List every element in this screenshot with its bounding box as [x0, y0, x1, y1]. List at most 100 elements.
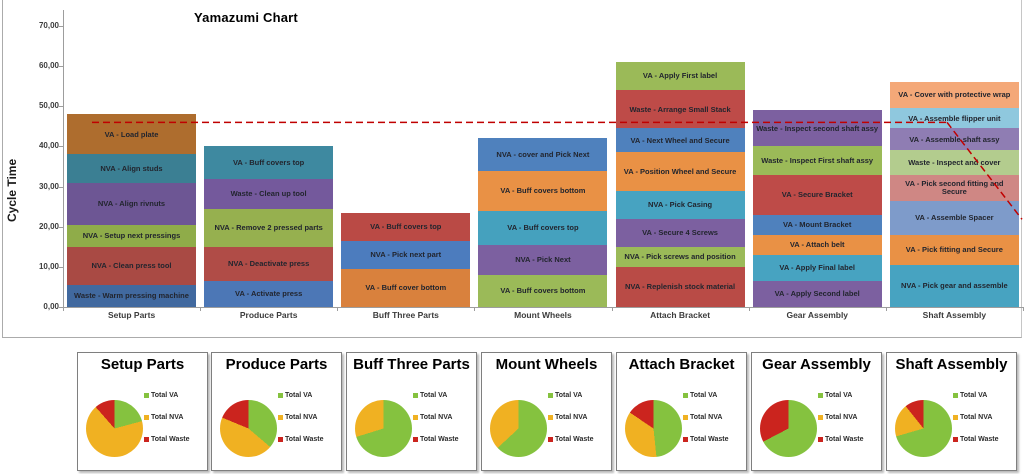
y-axis-tick-label: 0,00 [43, 302, 59, 311]
bar-segment: VA - Pick fitting and Secure [889, 234, 1019, 265]
legend-label: Total VA [285, 392, 313, 399]
bar-segment: VA - Next Wheel and Secure [615, 128, 745, 153]
legend-item: Total NVA [278, 414, 324, 421]
legend-item: Total NVA [144, 414, 190, 421]
y-axis-tick [59, 146, 63, 148]
y-axis-tick-label: 10,00 [38, 261, 59, 271]
legend-label: Total Waste [690, 436, 729, 443]
y-axis-tick-label: 50,00 [38, 101, 59, 111]
legend-swatch [818, 393, 823, 398]
pie-legend: Total VA Total NVA Total Waste [144, 392, 190, 458]
pie-legend: Total VA Total NVA Total Waste [278, 392, 324, 458]
bar-segment: VA - Mount Bracket [752, 214, 882, 235]
legend-item: Total Waste [144, 436, 190, 443]
y-axis-tick-label: 20,00 [38, 221, 59, 231]
legend-item: Total VA [683, 392, 729, 399]
bar-segment-label: VA - Secure Bracket [781, 189, 853, 199]
stacked-bar-buff-three-parts: VA - Buff cover bottom NVA - Pick next pa… [341, 0, 471, 308]
bar-segment: VA - Activate press [204, 280, 334, 307]
pie-legend: Total VA Total NVA Total Waste [548, 392, 594, 458]
bar-segment: VA - Apply First label [615, 62, 745, 91]
pie-card-title: Shaft Assembly [895, 356, 1008, 373]
legend-label: Total VA [420, 392, 448, 399]
bar-segment-label: VA - Buff cover bottom [365, 283, 447, 293]
legend-swatch [413, 415, 418, 420]
bar-segment-label: VA - Pick fitting and Secure [905, 245, 1003, 255]
bar-segment-label: NVA - Pick Next [515, 255, 571, 265]
legend-swatch [548, 437, 553, 442]
pie-chart [625, 400, 682, 457]
bar-segment: NVA - Clean press tool [67, 246, 196, 285]
legend-label: Total NVA [420, 414, 453, 421]
bar-segment: VA - Assemble Spacer [889, 200, 1019, 235]
bar-segment-label: VA - Attach belt [789, 240, 845, 250]
bar-segment: VA - Apply Second label [752, 280, 882, 307]
stacked-bar-mount-wheels: VA - Buff covers bottom NVA - Pick Next VA… [478, 0, 608, 308]
legend-item: Total VA [953, 392, 999, 399]
legend-label: Total NVA [825, 414, 858, 421]
bar-segment: VA - Position Wheel and Secure [615, 152, 745, 191]
x-axis-category-label: Shaft Assembly [922, 310, 987, 320]
legend-label: Total Waste [825, 436, 864, 443]
x-axis-tick [474, 307, 476, 311]
legend-swatch [683, 415, 688, 420]
bar-segment-label: VA - Assemble flipper unit [908, 113, 1001, 123]
pie-legend: Total VA Total NVA Total Waste [413, 392, 459, 458]
bar-segment-label: VA - Activate press [235, 289, 303, 299]
pie-card-title: Mount Wheels [495, 356, 598, 373]
pie-card-gear-assembly: Gear Assembly Total VA Total NVA Total Wast… [751, 352, 882, 471]
bar-segment: Waste - Inspect First shaft assy [752, 146, 882, 175]
legend-label: Total VA [555, 392, 583, 399]
y-axis-tick-label: 70,00 [38, 21, 59, 30]
bar-segment-label: NVA - Replenish stock material [625, 282, 736, 292]
x-axis-tick [748, 307, 750, 311]
legend-item: Total VA [548, 392, 594, 399]
y-axis-tick-label: 60,00 [38, 61, 59, 71]
y-axis-tick [59, 186, 63, 188]
legend-swatch [278, 415, 283, 420]
bar-segment: NVA - Deactivate press [204, 246, 334, 281]
yamazumi-chart-panel: Yamazumi Chart Cycle Time 0,00 10,00 20,00… [2, 0, 1024, 338]
bar-segment-label: VA - Cover with protective wrap [898, 90, 1011, 100]
legend-swatch [413, 393, 418, 398]
pie-legend: Total VA Total NVA Total Waste [953, 392, 999, 458]
bar-segment-label: NVA - Pick screws and position [624, 252, 736, 262]
bar-segment-label: VA - Apply Second label [774, 289, 860, 299]
pie-card-title: Buff Three Parts [353, 356, 470, 373]
y-axis-tick-label: 30,00 [38, 181, 59, 191]
pie-card-setup-parts: Setup Parts Total VA Total NVA Total Waste [77, 352, 208, 471]
legend-label: Total Waste [420, 436, 459, 443]
pie-chart [760, 400, 817, 457]
bar-segment-label: VA - Apply Final label [779, 263, 855, 273]
bar-segment: NVA - Setup next pressings [67, 224, 196, 247]
x-axis-tick [337, 307, 339, 311]
y-axis-tick-label: 40,00 [38, 141, 59, 151]
legend-label: Total VA [690, 392, 718, 399]
y-axis-line [63, 10, 64, 307]
legend-swatch [683, 437, 688, 442]
legend-item: Total VA [818, 392, 864, 399]
legend-item: Total Waste [278, 436, 324, 443]
bar-segment: VA - Buff covers top [478, 210, 608, 245]
y-axis-tick [59, 226, 63, 228]
stacked-bar-setup-parts: Waste - Warm pressing machine NVA - Clean… [67, 0, 196, 308]
legend-label: Total NVA [151, 414, 184, 421]
legend-swatch [683, 393, 688, 398]
bar-segment: VA - Buff covers top [341, 212, 471, 241]
bar-segment: NVA - Pick Next [478, 244, 608, 275]
legend-item: Total Waste [413, 436, 459, 443]
bar-segment-label: NVA - Align studs [100, 163, 163, 173]
pie-card-mount-wheels: Mount Wheels Total VA Total NVA Total Waste [481, 352, 612, 471]
bar-segment-label: NVA - Setup next pressings [82, 230, 181, 240]
legend-swatch [548, 393, 553, 398]
x-axis-tick [200, 307, 202, 311]
legend-label: Total NVA [285, 414, 318, 421]
legend-swatch [818, 415, 823, 420]
bar-segment: VA - Buff covers top [204, 146, 334, 179]
y-axis-tick [59, 106, 63, 108]
bar-segment: VA - Secure Bracket [752, 174, 882, 215]
legend-swatch [953, 393, 958, 398]
bar-segment-label: VA - Position Wheel and Secure [623, 166, 737, 176]
bar-segment: VA - Assemble shaft assy [889, 128, 1019, 151]
bar-segment-label: NVA - Align rivnuts [97, 198, 166, 208]
